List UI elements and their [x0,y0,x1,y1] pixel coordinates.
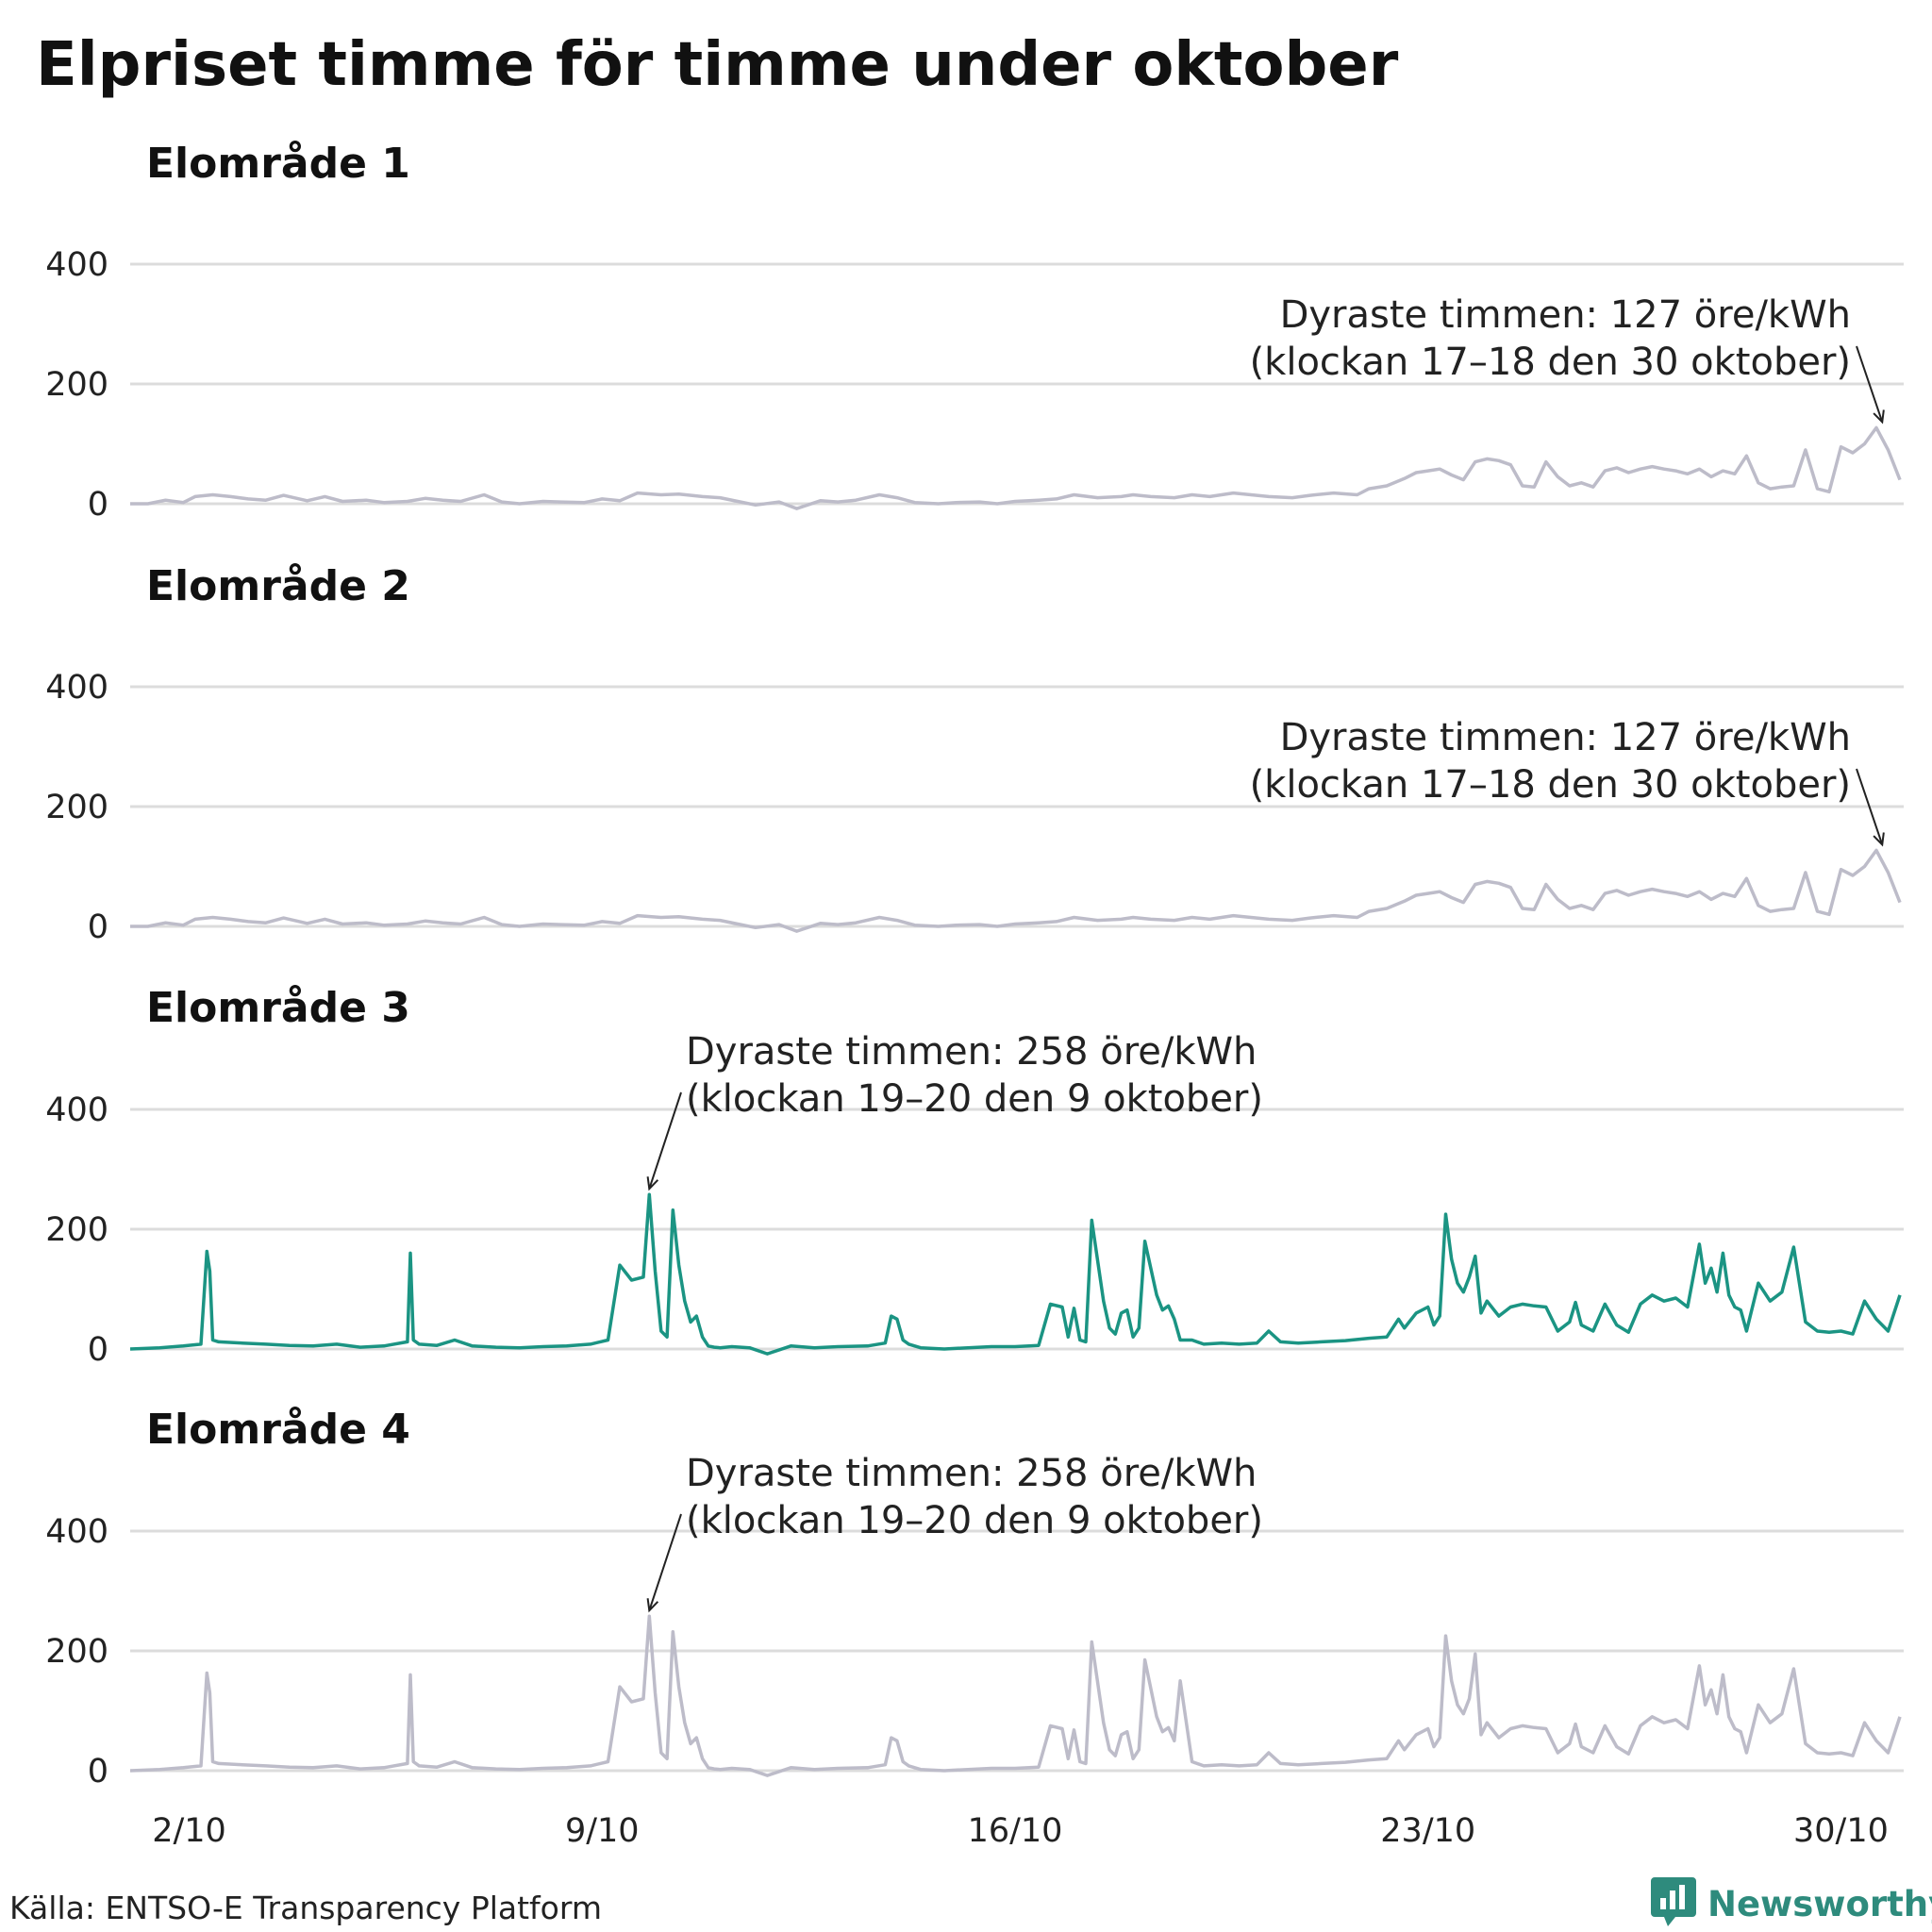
annotation-line-2: (klockan 19–20 den 9 oktober) [686,1499,1263,1542]
panel-title: Elområde 1 [146,140,410,188]
chart-panels: Elområde 1 0 200 400 Dyraste timmen: 127 öre… [45,140,1904,1850]
panel-title: Elområde 3 [146,984,410,1032]
x-tick-label: 30/10 [1793,1812,1889,1850]
annotation-arrow [1856,768,1884,845]
brand-name: Newsworthy [1707,1884,1932,1924]
annotation-line-2: (klockan 17–18 den 30 oktober) [1250,341,1851,384]
annotation-line-1: Dyraste timmen: 127 öre/kWh [1280,293,1851,337]
y-tick-label: 0 [88,1753,108,1790]
page-title: Elpriset timme för timme under oktober [36,30,1399,100]
x-tick-label: 16/10 [968,1812,1063,1850]
price-line [130,848,1902,933]
panel-title: Elområde 4 [146,1406,410,1454]
x-tick-label: 2/10 [152,1812,226,1850]
annotation-arrowhead [1873,409,1885,425]
annotation-line-2: (klockan 19–20 den 9 oktober) [686,1077,1263,1121]
annotation-line-1: Dyraste timmen: 127 öre/kWh [1280,716,1851,759]
panel-3: Elområde 3 0 200 400 Dyraste timmen: 258 öre… [45,984,1904,1369]
y-tick-label: 400 [45,1091,108,1129]
annotation-line-1: Dyraste timmen: 258 öre/kWh [686,1452,1257,1495]
panel-1: Elområde 1 0 200 400 Dyraste timmen: 127 öre… [45,140,1904,524]
y-tick-label: 400 [45,246,108,284]
annotation-arrow [648,1091,682,1190]
panel-title: Elområde 2 [146,562,410,610]
y-tick-label: 0 [88,908,108,946]
y-tick-label: 0 [88,486,108,524]
y-tick-label: 400 [45,1513,108,1551]
annotation-arrowhead [1873,832,1885,847]
price-line [130,425,1902,510]
y-tick-label: 200 [45,789,108,826]
price-line [129,1614,1902,1777]
annotation-arrowhead [646,1176,659,1191]
price-line [129,1192,1902,1356]
y-tick-label: 200 [45,366,108,404]
x-tick-label: 9/10 [565,1812,640,1850]
y-tick-label: 0 [88,1331,108,1369]
annotation-arrowhead [646,1598,659,1613]
annotation-line-1: Dyraste timmen: 258 öre/kWh [686,1030,1257,1074]
panel-2: Elområde 2 0 200 400 Dyraste timmen: 127 öre… [45,562,1904,946]
y-tick-label: 200 [45,1633,108,1671]
annotation-arrow [1856,345,1884,423]
source-note: Källa: ENTSO-E Transparency Platform [9,1890,602,1926]
x-tick-label: 23/10 [1380,1812,1475,1850]
panel-4: Elområde 4 0 200 400 Dyraste timmen: 258 öre… [45,1406,1904,1850]
annotation-line-2: (klockan 17–18 den 30 oktober) [1250,763,1851,807]
y-tick-label: 200 [45,1211,108,1249]
y-tick-label: 400 [45,669,108,707]
annotation-arrow [648,1513,682,1611]
newsworthy-logo-icon [1651,1877,1696,1926]
